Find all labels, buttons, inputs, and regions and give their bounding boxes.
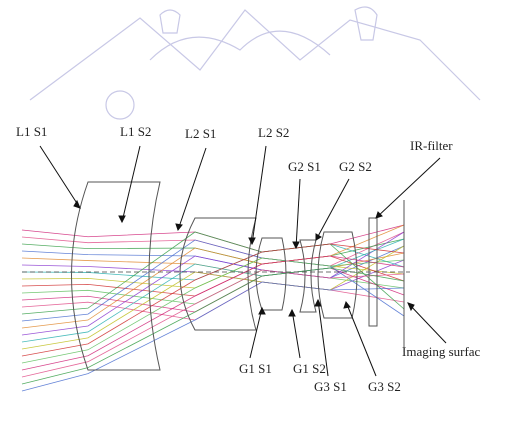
label-ir-filter: IR-filter — [410, 138, 453, 153]
label-l1s1: L1 S1 — [16, 124, 47, 139]
ray-12 — [21, 231, 405, 315]
ray-19 — [21, 257, 405, 364]
lens-g1 — [255, 237, 287, 311]
label-g2s1: G2 S1 — [288, 159, 321, 174]
ray-18 — [21, 243, 405, 357]
label-l2s2: L2 S2 — [258, 125, 289, 140]
label-g3s1: G3 S1 — [314, 379, 347, 394]
label-l1s2: L1 S2 — [120, 124, 151, 139]
label-l2s1: L2 S1 — [185, 126, 216, 141]
ray-16 — [21, 238, 405, 343]
ray-8 — [21, 255, 405, 297]
lens-g2 — [299, 239, 317, 313]
ray-14 — [21, 224, 405, 329]
ray-13 — [21, 239, 405, 322]
leader-arrows — [39, 145, 447, 377]
ir-filter-plate — [368, 217, 378, 327]
label-g3s2: G3 S2 — [368, 379, 401, 394]
label-g2s2: G2 S2 — [339, 159, 372, 174]
ray-21 — [21, 269, 405, 378]
label-imaging-surface: Imaging surfac — [402, 344, 481, 359]
label-g1s2: G1 S2 — [293, 361, 326, 376]
label-g1s1: G1 S1 — [239, 361, 272, 376]
ray-17 — [21, 245, 405, 350]
ray-20 — [21, 255, 405, 371]
watermark-icon — [29, 6, 481, 120]
lens-l2 — [179, 217, 257, 331]
lens-l1 — [71, 181, 161, 371]
ray-bundle — [21, 224, 410, 392]
ray-22 — [21, 267, 405, 385]
ray-23 — [21, 281, 405, 392]
